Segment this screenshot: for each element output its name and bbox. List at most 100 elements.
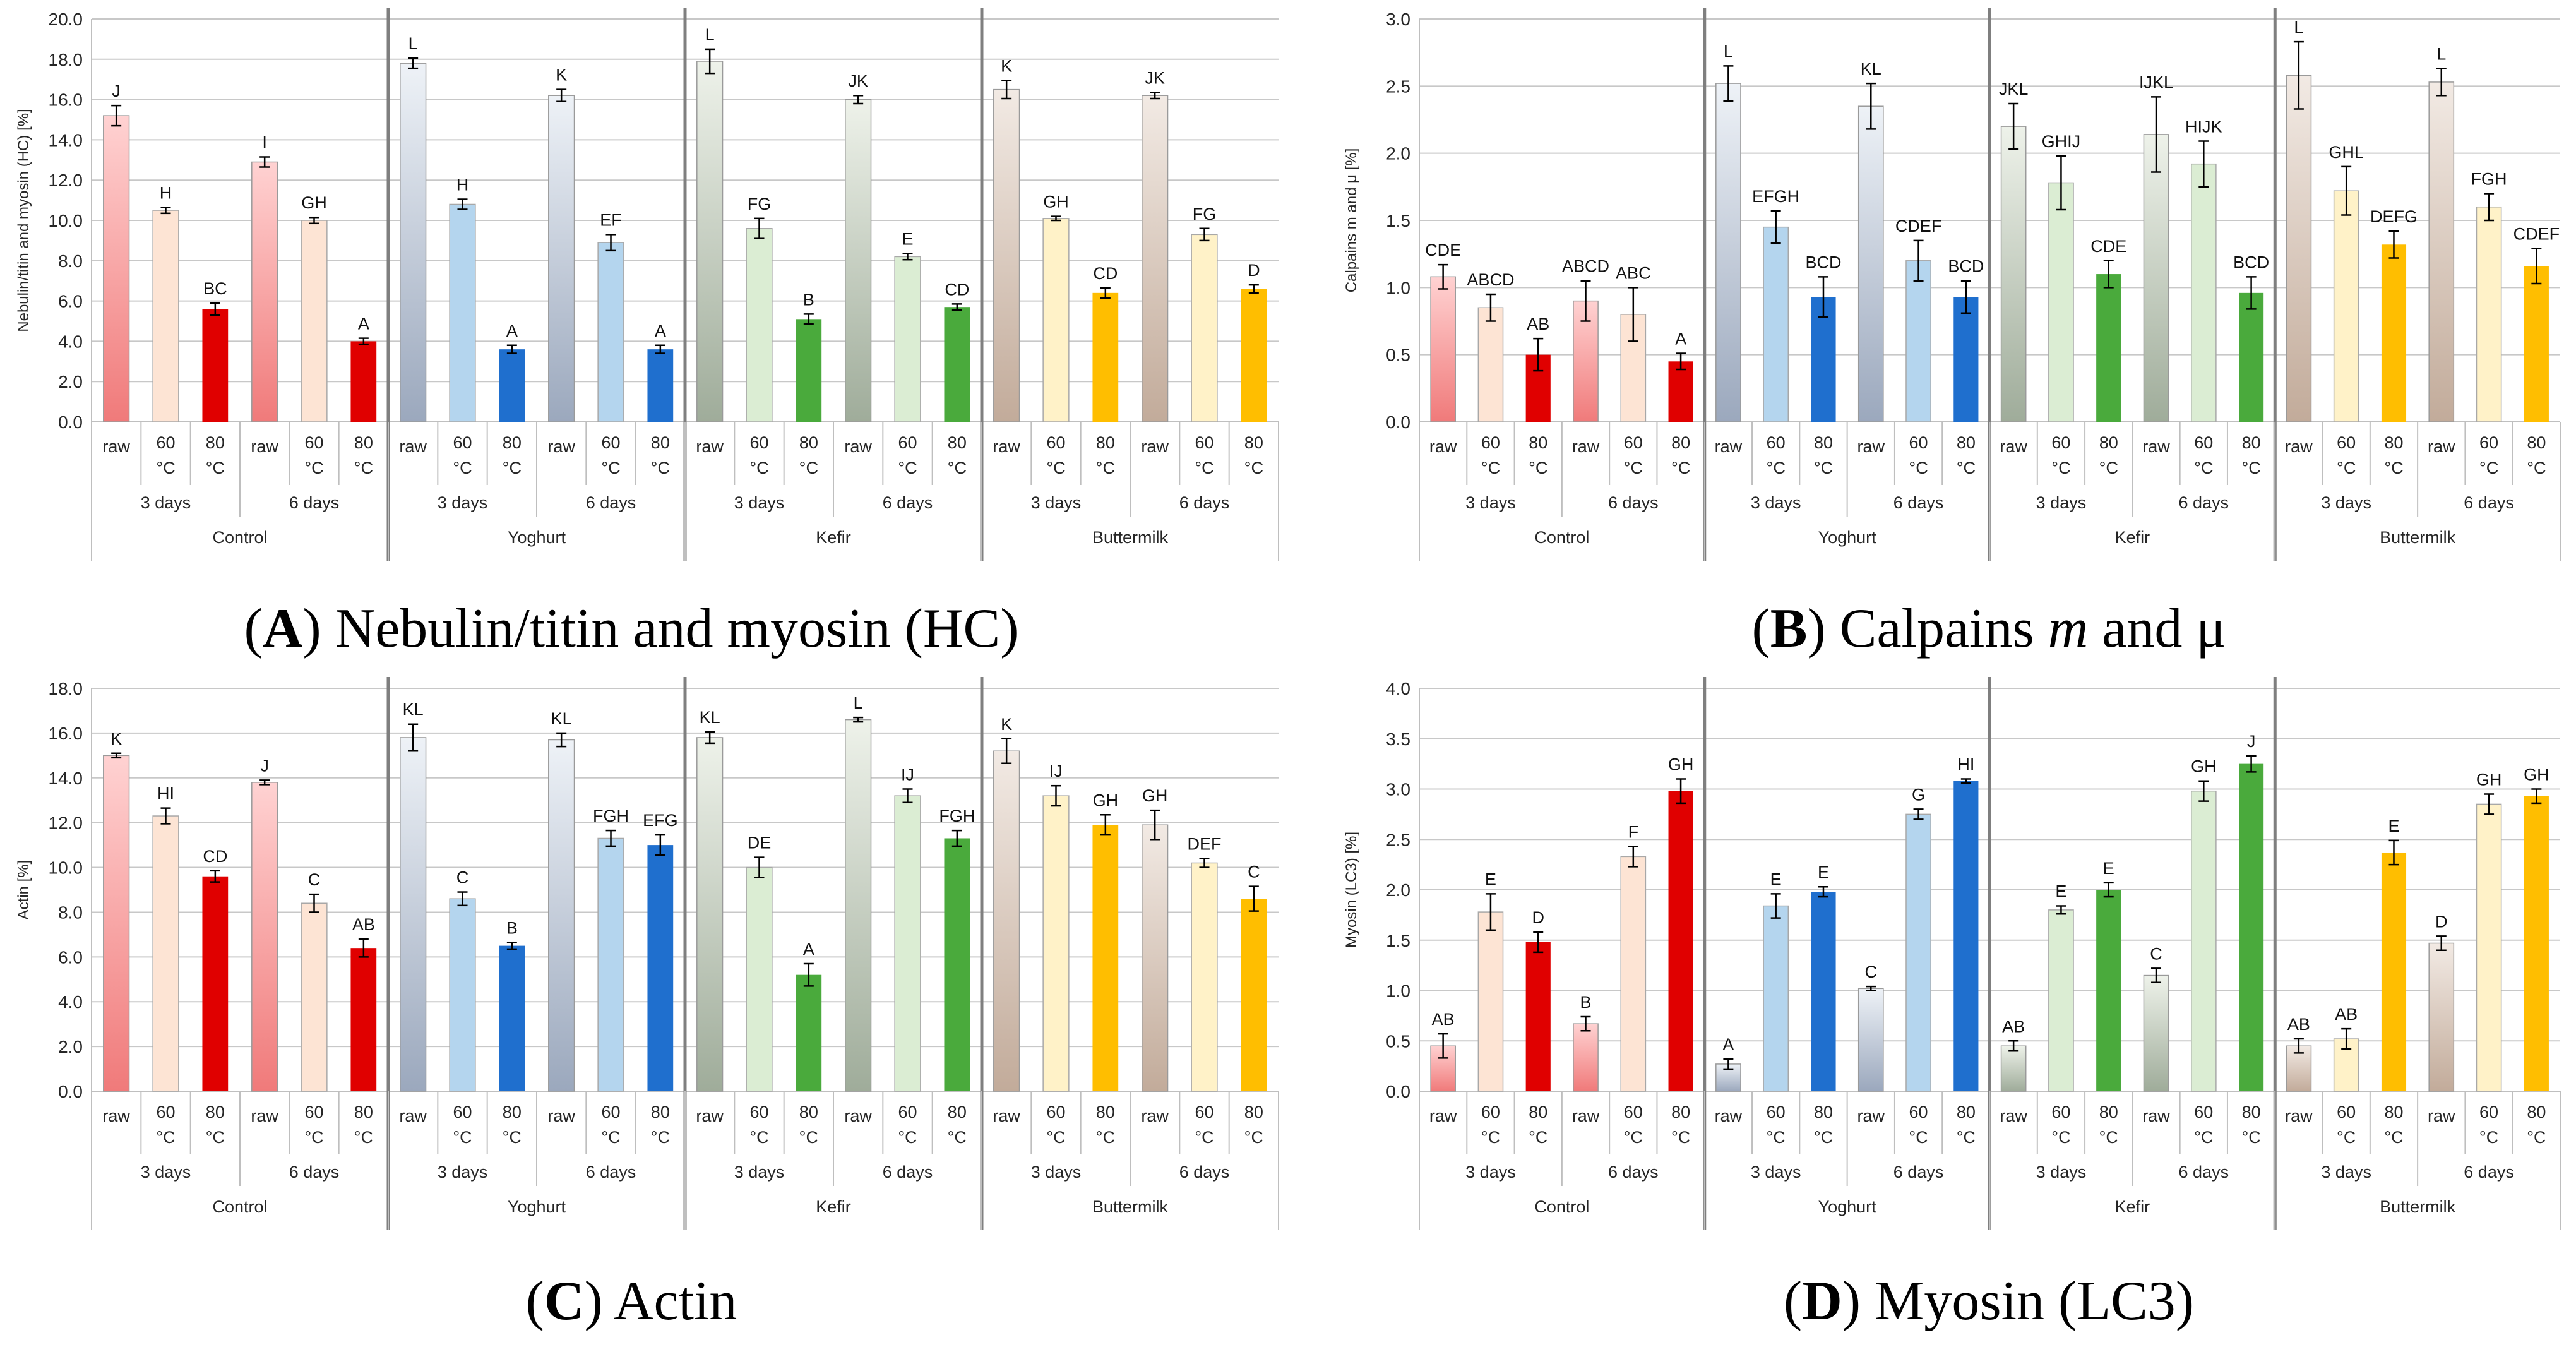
x-tick-label: 60 — [1767, 1103, 1786, 1122]
x-tick-label: 60 — [2337, 1103, 2356, 1122]
bar — [499, 349, 525, 422]
x-tick-label: raw — [2285, 1106, 2313, 1125]
x-tick-label: 60 — [898, 1103, 917, 1122]
bar — [1668, 791, 1693, 1091]
x-tick-label: raw — [2428, 437, 2455, 456]
significance-label: C — [308, 870, 321, 889]
x-tick-label: 60 — [601, 433, 620, 452]
significance-label: HI — [157, 784, 174, 803]
x-tick-label: 80 — [1671, 1103, 1690, 1122]
x-tick-label: raw — [1857, 1106, 1885, 1125]
day-label: 3 days — [1031, 1163, 1082, 1182]
bar — [1905, 813, 1931, 1092]
bar — [2239, 292, 2264, 422]
significance-label: A — [1722, 1035, 1734, 1054]
day-label: 3 days — [1465, 1163, 1516, 1182]
y-tick-label: 0.0 — [58, 412, 83, 432]
x-tick-label: 80 — [2242, 433, 2261, 452]
chart-panel-c: 0.0 2.0 4.0 6.0 8.0 10.0 12.0 14.0 16.0 18.0 Actin… — [0, 669, 1294, 1238]
significance-label: AB — [2002, 1017, 2025, 1036]
bar — [1477, 911, 1504, 1092]
significance-label: HI — [1957, 755, 1974, 774]
x-tick-label: raw — [2000, 1106, 2027, 1125]
x-tick-label: 60 — [898, 433, 917, 452]
caption-b-tail: and μ — [2088, 598, 2226, 659]
significance-label: AB — [2335, 1005, 2358, 1024]
y-tick-label: 16.0 — [49, 724, 83, 743]
day-label: 6 days — [2179, 1163, 2229, 1182]
group-label: Control — [1534, 528, 1589, 547]
significance-label: E — [1770, 870, 1782, 889]
bar — [103, 755, 130, 1092]
y-axis-label: Nebulin/titin and myosin (HC) [%] — [15, 109, 32, 332]
day-label: 3 days — [438, 1163, 488, 1182]
x-tick-label: 80 — [2384, 1103, 2403, 1122]
x-tick-label: 80 — [1671, 433, 1690, 452]
significance-label: GH — [2476, 770, 2502, 789]
x-tick-label: 80 — [2527, 1103, 2546, 1122]
significance-label: B — [803, 290, 814, 309]
significance-label: BC — [203, 279, 227, 298]
bar — [2381, 852, 2407, 1091]
x-tick-label-unit: °C — [1767, 1128, 1786, 1147]
significance-label: C — [456, 868, 469, 887]
group-label: Control — [212, 528, 267, 547]
bar — [993, 88, 1020, 422]
x-tick-label: raw — [1857, 437, 1885, 456]
day-label: 6 days — [1608, 493, 1659, 512]
bar — [597, 837, 624, 1092]
x-tick-label: 60 — [1195, 1103, 1213, 1122]
day-label: 6 days — [1179, 1163, 1230, 1182]
significance-label: K — [110, 729, 122, 748]
bar — [2428, 942, 2455, 1092]
x-tick-label: 80 — [1529, 1103, 1547, 1122]
significance-label: B — [506, 918, 518, 937]
y-tick-label: 18.0 — [49, 50, 83, 69]
y-tick-label: 0.0 — [1386, 412, 1410, 432]
significance-label: I — [262, 133, 267, 152]
bar — [2096, 890, 2121, 1091]
x-tick-label-unit: °C — [1767, 458, 1786, 477]
caption-b-letter: B — [1770, 598, 1808, 659]
x-tick-label: 60 — [1481, 1103, 1500, 1122]
bar — [2476, 803, 2502, 1092]
significance-label: E — [2388, 817, 2399, 835]
caption-d: (D) Myosin (LC3) — [1783, 1271, 2195, 1332]
bar — [696, 61, 724, 422]
y-tick-label: 2.0 — [58, 1037, 83, 1057]
y-tick-label: 12.0 — [49, 813, 83, 833]
significance-label: KL — [551, 709, 572, 728]
chart-panel-d: 0.0 0.5 1.0 1.5 2.0 2.5 3.0 3.5 4.0 Myosin (LC3) … — [1307, 669, 2576, 1238]
x-tick-label-unit: °C — [1481, 1128, 1500, 1147]
y-tick-label: 6.0 — [58, 947, 83, 967]
x-tick-label-unit: °C — [156, 458, 175, 477]
bar — [746, 228, 773, 422]
x-tick-label: 80 — [2099, 433, 2118, 452]
bar — [1953, 297, 1979, 422]
bar — [2524, 796, 2549, 1091]
x-tick-label: 80 — [1814, 1103, 1833, 1122]
chart-svg: 0.0 0.5 1.0 1.5 2.0 2.5 3.0 3.5 4.0 Myosin (LC3) … — [1343, 677, 2561, 1230]
x-tick-label: raw — [1572, 437, 1600, 456]
bar — [647, 349, 674, 422]
bar — [1191, 862, 1218, 1092]
x-tick-label: 60 — [2051, 433, 2070, 452]
bar — [400, 737, 427, 1092]
significance-label: F — [1628, 822, 1639, 841]
x-tick-label-unit: °C — [1624, 458, 1643, 477]
significance-label: D — [1248, 261, 1260, 280]
x-tick-label: 60 — [156, 433, 175, 452]
bar — [202, 876, 229, 1091]
bar — [1241, 899, 1267, 1091]
caption-b-text: ) Calpains — [1807, 598, 2048, 659]
x-tick-label-unit: °C — [1046, 458, 1065, 477]
bar — [2428, 81, 2455, 422]
bar — [449, 898, 476, 1092]
x-tick-label: 80 — [948, 1103, 967, 1122]
x-tick-label-unit: °C — [2527, 458, 2546, 477]
bar — [2048, 909, 2074, 1092]
x-tick-label: 60 — [1767, 433, 1786, 452]
